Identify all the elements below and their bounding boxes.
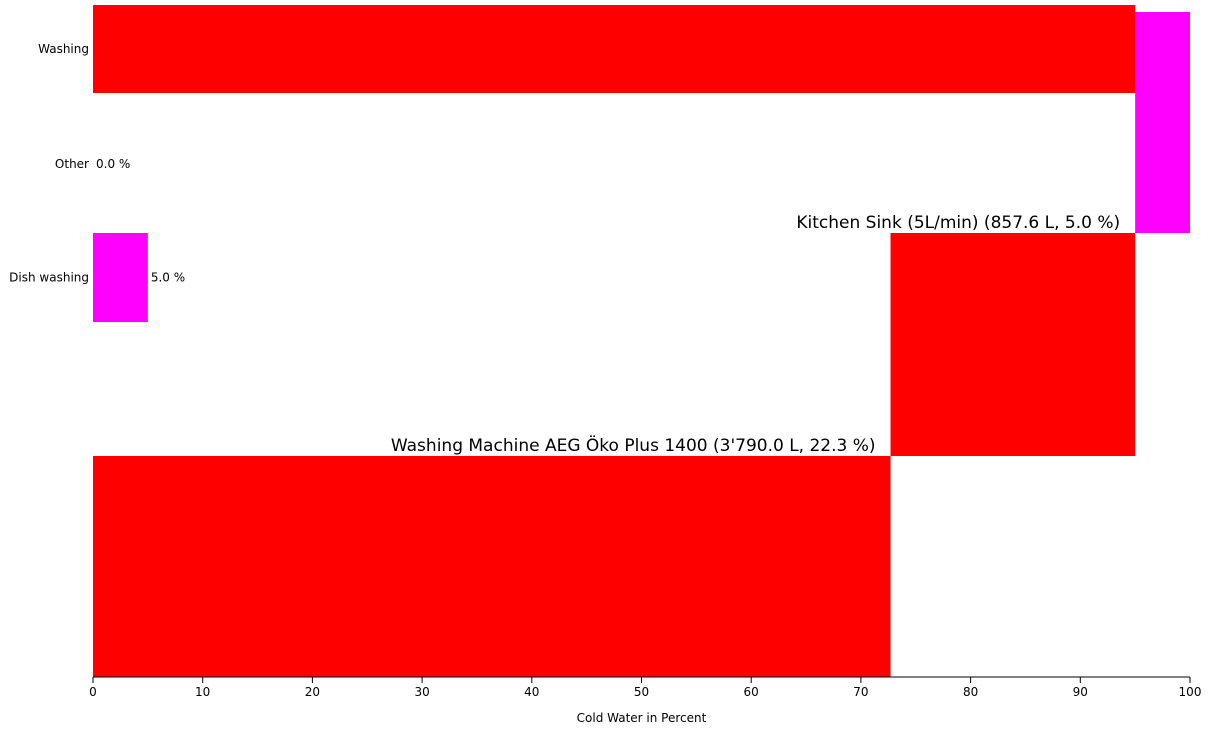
category-label-other: Other xyxy=(55,157,89,171)
x-tick-label-1: 10 xyxy=(195,685,210,699)
bar-dish-washing-0 xyxy=(93,233,148,322)
x-tick-label-2: 20 xyxy=(305,685,320,699)
x-tick-label-5: 50 xyxy=(634,685,649,699)
cascade-label-1: Kitchen Sink (5L/min) (857.6 L, 5.0 %) xyxy=(796,213,1120,233)
x-tick-label-9: 90 xyxy=(1073,685,1088,699)
bars-layer xyxy=(93,5,1190,677)
x-tick-label-8: 80 xyxy=(963,685,978,699)
cascade-bar-2 xyxy=(93,456,891,677)
x-axis-title: Cold Water in Percent xyxy=(577,711,707,725)
category-label-washing: Washing xyxy=(38,42,89,56)
value-label-dish-washing: 5.0 % xyxy=(151,271,185,285)
x-tick-label-10: 100 xyxy=(1179,685,1202,699)
x-tick-label-7: 70 xyxy=(853,685,868,699)
x-tick-label-0: 0 xyxy=(89,685,97,699)
labels-layer: Washing Other 0.0 % Dish washing 5.0 % Kitche… xyxy=(9,42,1120,456)
x-tick-label-4: 40 xyxy=(524,685,539,699)
cascade-bar-1 xyxy=(890,233,1136,456)
category-label-dish-washing: Dish washing xyxy=(9,271,89,285)
x-tick-label-3: 30 xyxy=(414,685,429,699)
value-label-other: 0.0 % xyxy=(96,157,130,171)
cascade-label-2: Washing Machine AEG Öko Plus 1400 (3'790… xyxy=(391,434,876,456)
x-tick-label-6: 60 xyxy=(744,685,759,699)
cascade-bar-0 xyxy=(1135,12,1190,233)
bar-washing-0 xyxy=(93,5,1136,93)
x-axis: 0 10 20 30 40 50 60 70 80 90 100 Cold Water in Perc… xyxy=(89,676,1202,725)
